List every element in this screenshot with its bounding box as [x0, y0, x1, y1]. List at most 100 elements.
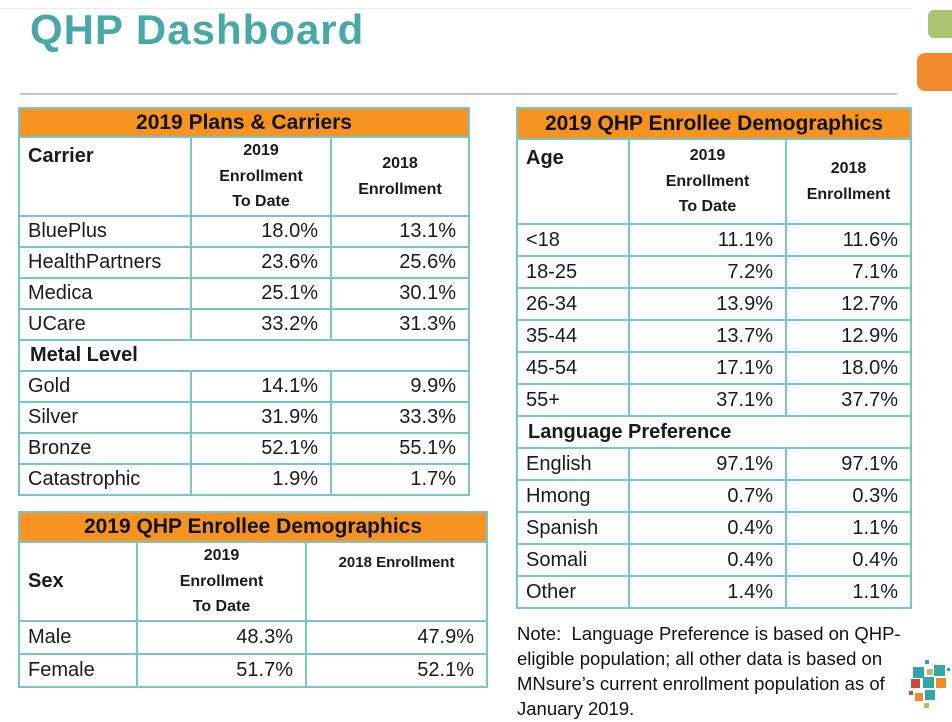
- row-label: Hmong: [516, 479, 630, 513]
- value-cell: 12.7%: [784, 287, 913, 321]
- value-cell: 18.0%: [784, 351, 913, 385]
- table-row: 55+ 37.1% 37.7%: [516, 383, 913, 417]
- value-cell: 0.4%: [628, 543, 787, 577]
- value-cell: 25.1%: [190, 277, 332, 310]
- row-label: 35-44: [516, 319, 630, 353]
- table-row: Language Preference: [515, 415, 913, 449]
- logo-square: [924, 703, 929, 708]
- value-cell: 97.1%: [628, 447, 787, 481]
- value-cell: 13.9%: [628, 287, 787, 321]
- sex-demographics-table: 2019 QHP Enrollee Demographics Sex 2019 Enr…: [17, 511, 489, 688]
- value-cell: 0.7%: [628, 479, 787, 513]
- row-label: UCare: [18, 308, 192, 341]
- value-cell: 7.2%: [628, 255, 787, 289]
- row-label: 45-54: [516, 351, 630, 385]
- value-cell: 11.6%: [784, 223, 913, 257]
- table-row: UCare 33.2% 31.3%: [18, 308, 470, 341]
- value-cell: 17.1%: [628, 351, 787, 385]
- table-row: Medica 25.1% 30.1%: [18, 277, 470, 310]
- value-cell: 47.9%: [304, 619, 489, 655]
- value-cell: 1.9%: [190, 463, 332, 496]
- value-cell: 13.1%: [330, 215, 470, 248]
- value-cell: 9.9%: [330, 370, 470, 403]
- table-row: HealthPartners 23.6% 25.6%: [18, 246, 470, 279]
- table-row: BluePlus 18.0% 13.1%: [18, 215, 470, 248]
- table-row: Female 51.7% 52.1%: [18, 652, 489, 688]
- column-header-row: Carrier 2019 Enrollment To Date 2018 Enrollme…: [18, 136, 470, 217]
- value-cell: 31.3%: [330, 308, 470, 341]
- column-header: Carrier: [18, 136, 192, 217]
- table-row: Other 1.4% 1.1%: [516, 575, 913, 609]
- table-title: 2019 QHP Enrollee Demographics: [17, 511, 489, 543]
- row-label: Spanish: [516, 511, 630, 545]
- value-cell: 37.1%: [628, 383, 787, 417]
- corner-accent-orange: [917, 53, 952, 91]
- section-header: Metal Level: [18, 339, 470, 372]
- top-divider: [0, 8, 912, 9]
- value-cell: 11.1%: [628, 223, 787, 257]
- table-row: 45-54 17.1% 18.0%: [516, 351, 913, 385]
- table-row: 26-34 13.9% 12.7%: [516, 287, 913, 321]
- value-cell: 31.9%: [190, 401, 332, 434]
- table-row: English 97.1% 97.1%: [516, 447, 913, 481]
- logo-square: [925, 690, 935, 700]
- table-row: Male 48.3% 47.9%: [18, 619, 489, 655]
- logo-square: [947, 668, 950, 671]
- value-cell: 48.3%: [136, 619, 307, 655]
- logo-square: [925, 660, 929, 664]
- value-cell: 1.1%: [784, 511, 913, 545]
- value-cell: 0.3%: [784, 479, 913, 513]
- column-header-row: Age 2019 Enrollment To Date 2018 Enrollment: [516, 138, 913, 225]
- row-label: 26-34: [516, 287, 630, 321]
- value-cell: 37.7%: [784, 383, 913, 417]
- table-row: Hmong 0.7% 0.3%: [516, 479, 913, 513]
- row-label: English: [516, 447, 630, 481]
- table-row: Bronze 52.1% 55.1%: [18, 432, 470, 465]
- table-row: Silver 31.9% 33.3%: [18, 401, 470, 434]
- value-cell: 23.6%: [190, 246, 332, 279]
- row-label: HealthPartners: [18, 246, 192, 279]
- table-row: Somali 0.4% 0.4%: [516, 543, 913, 577]
- row-label: <18: [516, 223, 630, 257]
- logo-square: [909, 691, 913, 695]
- column-header: 2019 Enrollment To Date: [628, 138, 787, 225]
- column-header: 2018 Enrollment: [330, 136, 470, 217]
- value-cell: 1.4%: [628, 575, 787, 609]
- row-label: 18-25: [516, 255, 630, 289]
- table-title: 2019 Plans & Carriers: [18, 107, 470, 138]
- table-title-row: 2019 QHP Enrollee Demographics: [17, 511, 489, 543]
- value-cell: 0.4%: [628, 511, 787, 545]
- value-cell: 13.7%: [628, 319, 787, 353]
- table-title-row: 2019 QHP Enrollee Demographics: [515, 107, 913, 140]
- value-cell: 51.7%: [136, 652, 307, 688]
- logo-square: [913, 667, 924, 678]
- column-header-row: Sex 2019 Enrollment To Date 2018 Enrollment: [18, 541, 489, 622]
- section-header: Language Preference: [515, 415, 913, 449]
- row-label: Bronze: [18, 432, 192, 465]
- table-row: Catastrophic 1.9% 1.7%: [18, 463, 470, 496]
- column-header: 2018 Enrollment: [304, 541, 489, 622]
- row-label: BluePlus: [18, 215, 192, 248]
- row-label: Gold: [18, 370, 192, 403]
- logo-square: [927, 669, 933, 675]
- value-cell: 52.1%: [304, 652, 489, 688]
- value-cell: 97.1%: [784, 447, 913, 481]
- value-cell: 1.7%: [330, 463, 470, 496]
- column-header: 2019 Enrollment To Date: [190, 136, 332, 217]
- row-label: Male: [18, 619, 138, 655]
- table-row: Metal Level: [18, 339, 470, 372]
- value-cell: 0.4%: [784, 543, 913, 577]
- corner-accent-green: [928, 10, 952, 38]
- value-cell: 1.1%: [784, 575, 913, 609]
- footnote: Note: Language Preference is based on QH…: [517, 623, 901, 720]
- value-cell: 30.1%: [330, 277, 470, 310]
- row-label: Medica: [18, 277, 192, 310]
- value-cell: 25.6%: [330, 246, 470, 279]
- column-header: Age: [516, 138, 630, 225]
- plans-carriers-table: 2019 Plans & Carriers Carrier 2019 Enrollme…: [18, 107, 470, 496]
- mnsure-logo: [908, 658, 952, 712]
- table-title-row: 2019 Plans & Carriers: [18, 107, 470, 138]
- row-label: Somali: [516, 543, 630, 577]
- logo-square: [934, 665, 945, 676]
